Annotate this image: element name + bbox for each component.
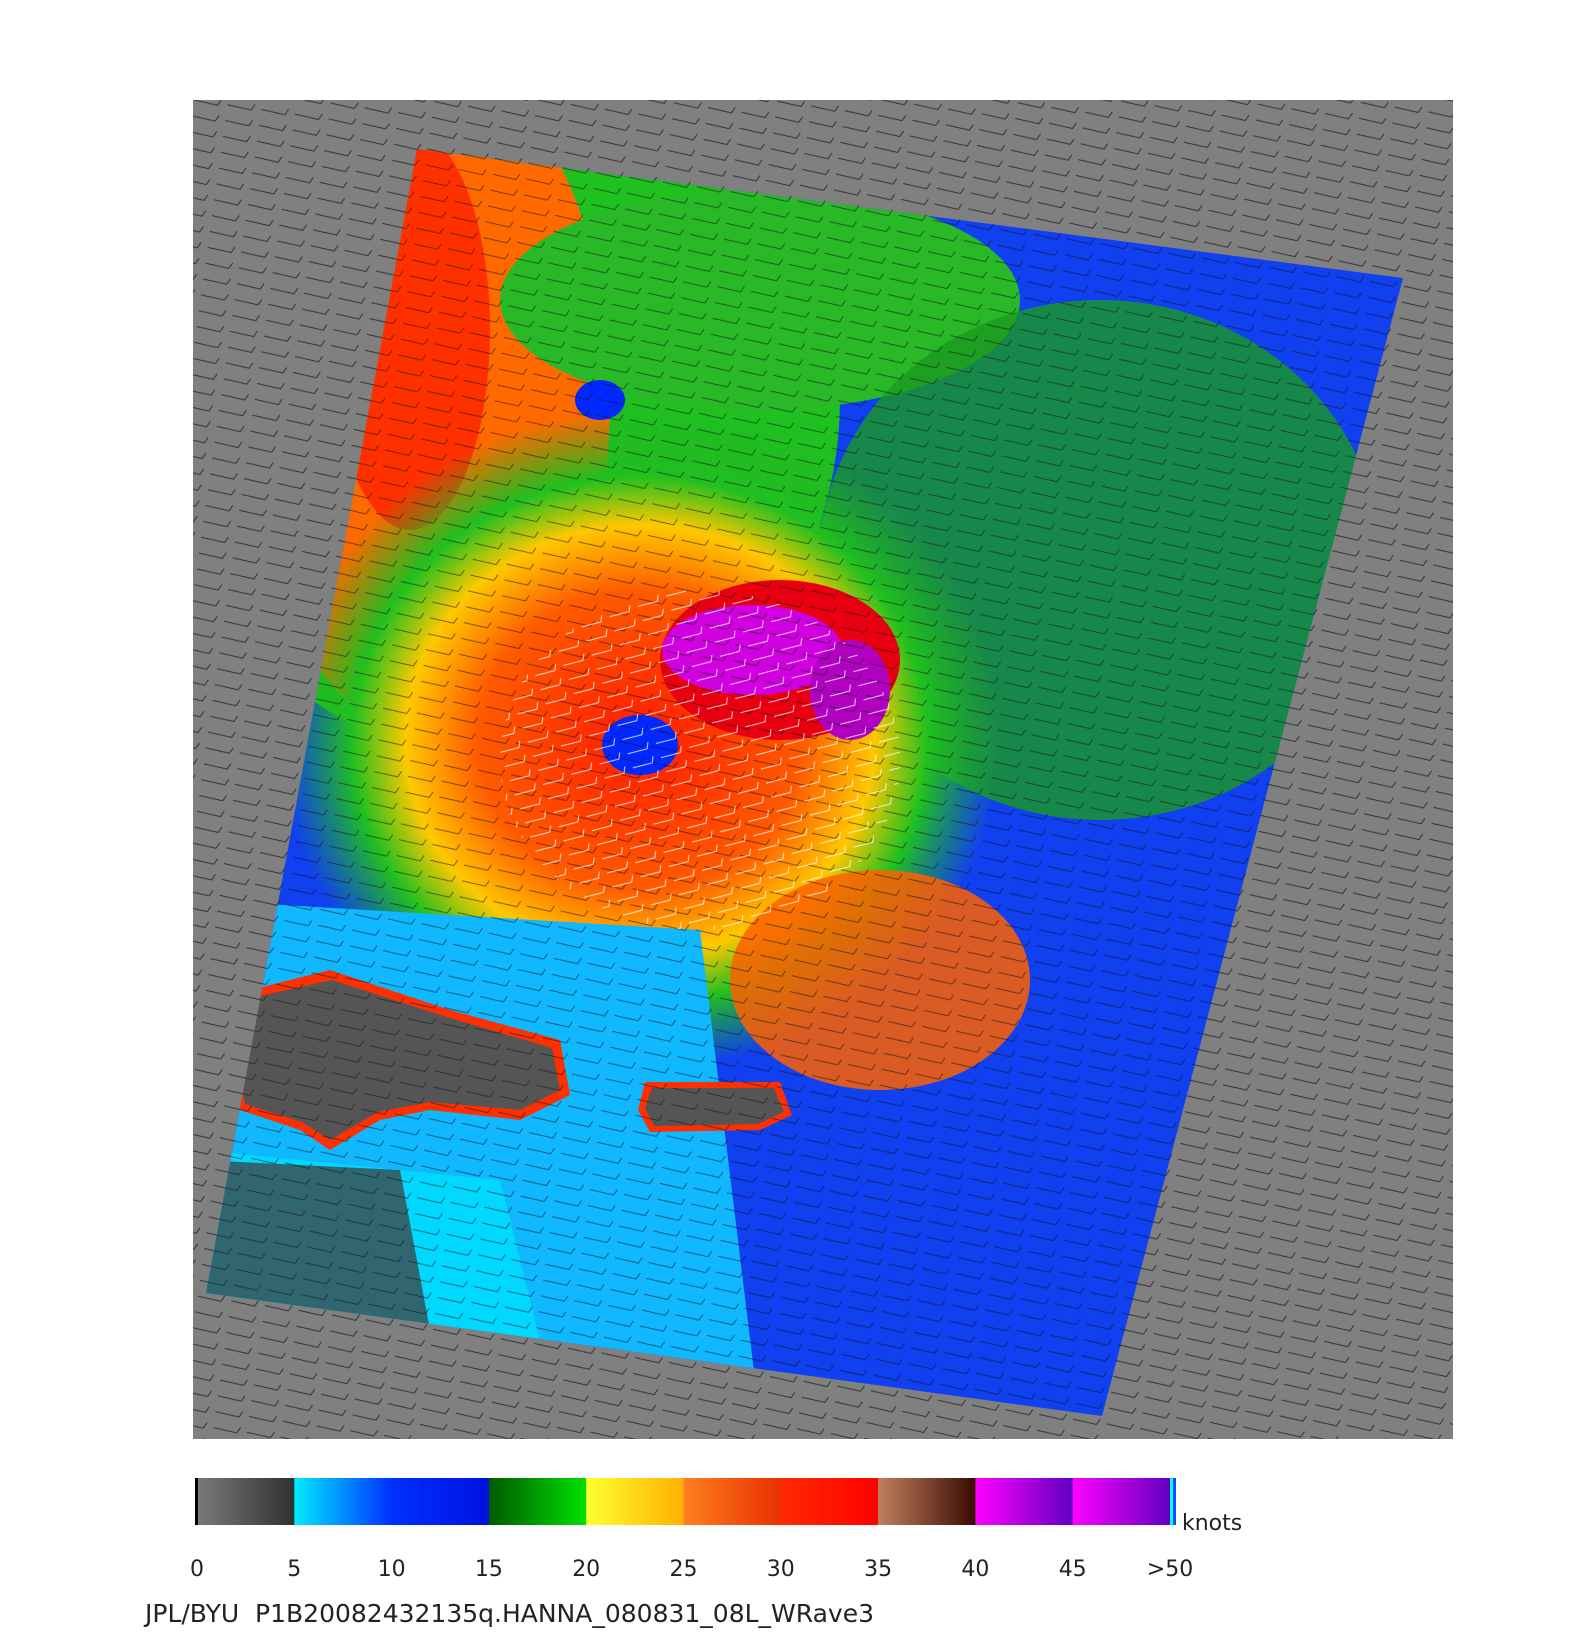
colorbar-segment: [780, 1478, 879, 1525]
colorbar-tick-label: 10: [378, 1557, 406, 1582]
colorbar-tick-label: 5: [287, 1557, 301, 1582]
colorbar-segment: [488, 1478, 587, 1525]
colorbar-tick-label: 15: [475, 1557, 503, 1582]
colorbar-segment: [878, 1478, 976, 1525]
caption: JPL/BYU P1B20082432135q.HANNA_080831_08L…: [143, 1599, 874, 1628]
colorbar-tick-label: 25: [670, 1557, 698, 1582]
colorbar-tick-label: 35: [864, 1557, 892, 1582]
colorbar-segment: [683, 1478, 782, 1525]
colorbar: 0 5 10 15 20 25 30 35 40 45 >50: [190, 1478, 1193, 1582]
colorbar-segment: [586, 1478, 684, 1525]
colorbar-unit: knots: [1182, 1511, 1242, 1536]
colorbar-tick-label: 45: [1059, 1557, 1087, 1582]
colorbar-tick-label: 20: [572, 1557, 600, 1582]
colorbar-tick-label: 0: [190, 1557, 204, 1582]
colorbar-segment: [391, 1478, 490, 1525]
colorbar-segment: [1072, 1478, 1171, 1525]
colorbar-tick-label: 30: [767, 1557, 795, 1582]
colorbar-segment: [975, 1478, 1074, 1525]
colorbar-end-2: [1173, 1478, 1176, 1525]
colorbar-end-1: [1170, 1478, 1173, 1525]
colorbar-segment: [197, 1478, 295, 1525]
colorbar-segment: [294, 1478, 393, 1525]
colorbar-start: [195, 1478, 198, 1525]
colorbar-tick-label: >50: [1147, 1557, 1193, 1582]
colorbar-tick-label: 40: [961, 1557, 989, 1582]
